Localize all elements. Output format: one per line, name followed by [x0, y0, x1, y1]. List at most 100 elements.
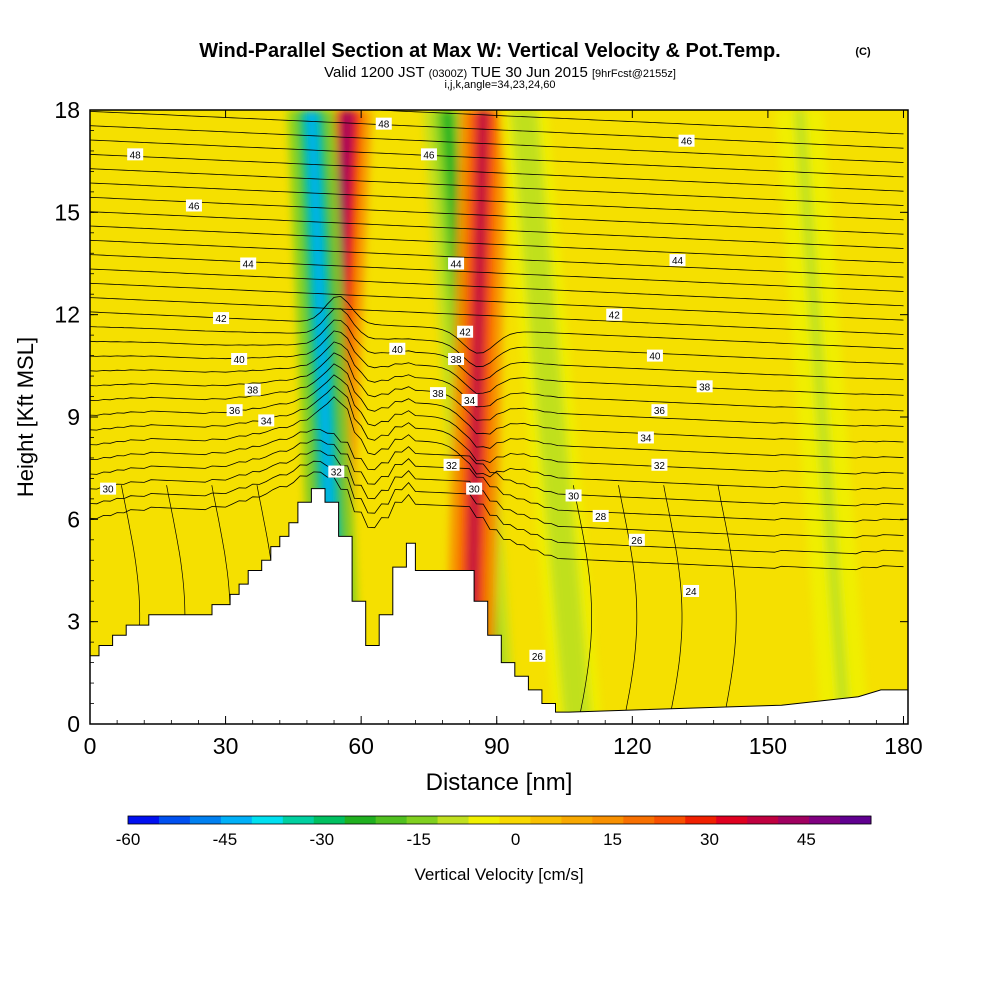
- svg-text:40: 40: [392, 345, 404, 356]
- colorbar-swatch: [809, 816, 841, 824]
- theta-contour: [90, 308, 904, 368]
- theta-contour: [90, 428, 904, 507]
- svg-text:34: 34: [261, 416, 273, 427]
- contour-label: 42: [457, 325, 474, 339]
- svg-text:38: 38: [451, 355, 463, 366]
- colorbar-tick-label: -30: [310, 830, 335, 849]
- svg-text:30: 30: [469, 485, 481, 496]
- svg-text:44: 44: [243, 260, 255, 271]
- contour-label: 38: [244, 383, 261, 397]
- colorbar-label: Vertical Velocity [cm/s]: [414, 865, 583, 884]
- y-tick-label: 15: [54, 199, 80, 225]
- svg-text:38: 38: [247, 386, 259, 397]
- contour-label: 38: [696, 380, 713, 393]
- colorbar-frame: [127, 815, 872, 825]
- svg-text:26: 26: [631, 536, 643, 547]
- contour-label: 30: [100, 482, 117, 496]
- contour-label: 44: [448, 257, 465, 271]
- svg-text:38: 38: [699, 382, 711, 393]
- x-tick-label: 120: [613, 733, 651, 759]
- svg-text:24: 24: [686, 587, 698, 598]
- forecast-info: [9hrFcst@2155z]: [592, 68, 676, 80]
- theta-contour: [90, 268, 904, 307]
- theta-contour-low: [663, 485, 683, 724]
- section-params: i,j,k,angle=34,23,24,60: [444, 79, 555, 91]
- theta-contour: [90, 396, 904, 491]
- colorbar-swatch: [220, 816, 253, 824]
- colorbar-swatch: [716, 816, 748, 824]
- colorbar-tick-label: 0: [511, 830, 520, 849]
- x-tick-label: 60: [348, 733, 374, 759]
- contour-label: 30: [565, 489, 582, 502]
- contour-label: 40: [389, 342, 406, 356]
- svg-text:32: 32: [331, 468, 343, 479]
- theta-contour: [90, 254, 904, 292]
- colorbar-swatch: [561, 816, 593, 824]
- colorbar-tick-label: -15: [406, 830, 431, 849]
- contour-label: 46: [420, 148, 437, 161]
- copyright-mark: (C): [855, 46, 871, 58]
- theta-contour: [90, 471, 904, 571]
- theta-contour: [90, 341, 904, 412]
- colorbar-swatch: [685, 816, 717, 824]
- theta-contour: [90, 460, 904, 555]
- colorbar-swatch: [437, 816, 470, 824]
- contour-label: 24: [683, 584, 700, 598]
- colorbar-swatch: [499, 816, 531, 824]
- svg-text:38: 38: [432, 389, 444, 400]
- contour-label: 38: [448, 353, 465, 366]
- theta-contour: [90, 239, 904, 278]
- theta-contour: [90, 330, 904, 396]
- contour-label: 34: [461, 393, 478, 407]
- svg-text:34: 34: [640, 433, 652, 444]
- colorbar-ticks: -60 -45 -30 -15 0 15 30 45: [116, 830, 816, 849]
- contour-label: 26: [628, 533, 645, 547]
- y-tick-label: 6: [67, 506, 80, 532]
- theta-contour: [90, 225, 904, 264]
- theta-contour: [90, 139, 904, 178]
- contour-label: 28: [592, 509, 609, 523]
- contour-labels: 48 48 46 46 46 44 44 44 42 42 42 40 40 40 38 38 38 38 36 36…: [100, 117, 713, 663]
- theta-contour: [90, 363, 904, 443]
- theta-contour: [90, 450, 904, 539]
- svg-text:42: 42: [460, 328, 472, 339]
- contour-label: 44: [240, 257, 257, 271]
- theta-contour-low: [618, 485, 638, 724]
- y-tick-label: 0: [67, 711, 80, 737]
- colorbar-swatch: [189, 816, 222, 824]
- svg-text:44: 44: [672, 256, 684, 267]
- contour-label: 26: [529, 649, 546, 663]
- theta-contour: [90, 153, 904, 192]
- theta-contour: [90, 352, 904, 427]
- x-tick-label: 180: [884, 733, 922, 759]
- colorbar-swatch: [313, 816, 346, 824]
- svg-text:46: 46: [188, 202, 200, 213]
- theta-contour: [90, 439, 904, 523]
- contour-label: 36: [651, 404, 668, 417]
- colorbar-swatch: [840, 816, 872, 824]
- x-axis-label: Distance [nm]: [426, 769, 573, 796]
- svg-text:32: 32: [446, 461, 458, 472]
- contour-label: 48: [127, 148, 144, 161]
- colorbar-swatch: [375, 816, 408, 824]
- colorbar-swatch: [747, 816, 779, 824]
- contour-label: 42: [213, 312, 230, 325]
- theta-contour: [90, 168, 904, 206]
- svg-text:30: 30: [103, 485, 115, 496]
- velocity-band-4-2: [517, 110, 585, 724]
- x-tick-label: 150: [749, 733, 787, 759]
- colorbar-swatch: [158, 816, 191, 824]
- theta-contour: [90, 196, 904, 235]
- contour-label: 32: [328, 465, 345, 479]
- y-tick-label: 18: [54, 97, 80, 123]
- theta-contour-low: [717, 485, 737, 724]
- colorbar-tick-label: -45: [213, 830, 238, 849]
- colorbar-swatch: [778, 816, 810, 824]
- theta-contour: [90, 374, 904, 459]
- svg-text:42: 42: [215, 314, 227, 325]
- y-tick-label: 3: [67, 609, 80, 635]
- theta-contour: [90, 182, 904, 221]
- colorbar-swatch: [623, 816, 655, 824]
- colorbar-tick-label: 45: [797, 830, 816, 849]
